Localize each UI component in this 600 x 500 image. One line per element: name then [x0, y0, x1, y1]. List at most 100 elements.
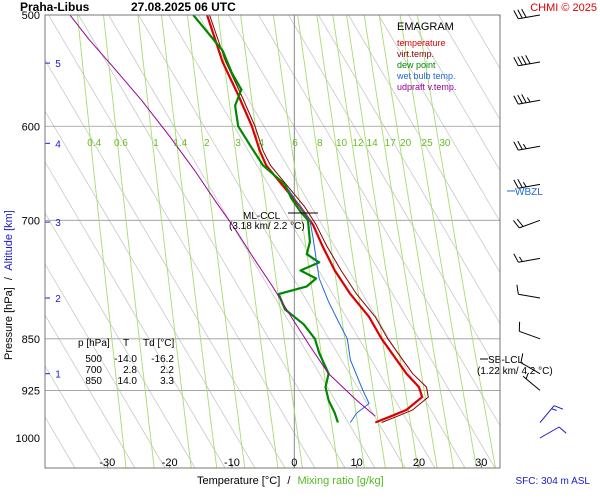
dry-adiabat — [288, 15, 500, 376]
wind-barb-feather — [558, 426, 567, 434]
wind-barb-feather — [520, 353, 524, 363]
dry-adiabat — [45, 314, 136, 468]
table-cell: 14.0 — [118, 376, 138, 387]
y-axis-title: Pressure [hPa] / Altitude [km] — [3, 210, 15, 360]
legend-item-wet-bulb: wet bulb temp. — [396, 71, 456, 81]
wind-barb — [513, 94, 541, 105]
wind-barb-staff — [519, 330, 541, 340]
legend-item-temperature: temperature — [397, 38, 446, 48]
series-wet-bulb-temp-line — [287, 188, 370, 423]
dry-adiabat — [228, 15, 496, 468]
legend-item-dew-point: dew point — [397, 60, 436, 70]
wind-barb-feather — [513, 179, 519, 189]
wind-barb — [539, 405, 564, 423]
plot-border — [44, 14, 501, 469]
wind-barb-staff — [519, 219, 541, 229]
dry-adiabat — [48, 15, 316, 468]
svg-text:Pressure [hPa] / A: Pressure [hPa] / Altitude [km] — [3, 210, 15, 360]
series-temperatureline — [206, 15, 424, 424]
x-tick-label: -20 — [162, 457, 178, 469]
mixing-ratio-label: 25 — [422, 138, 434, 149]
altitude-tick-label: 2 — [55, 294, 61, 305]
dry-adiabat — [585, 0, 600, 468]
dry-adiabat — [45, 110, 256, 468]
x-tick-label: -30 — [99, 457, 115, 469]
wind-barb-half-feather — [526, 97, 531, 103]
sb-lcl-annotation: SB-LCL (1.22 km/ 4.2 °C) — [477, 355, 553, 377]
mixing-ratio-label: 3 — [235, 138, 241, 149]
wind-barb-half-feather — [522, 143, 527, 149]
wbzl-annotation: WBZL — [507, 187, 543, 198]
dry-adiabat — [378, 15, 500, 223]
ml-ccl-value: (3.18 km/ 2.2 °C) — [229, 221, 305, 232]
wind-barb-feather — [513, 57, 519, 67]
sb-lcl-value: (1.22 km/ 4.2 °C) — [477, 366, 553, 377]
altitude-tick-label: 3 — [55, 218, 61, 229]
dry-adiabat — [45, 161, 226, 468]
table-cell: 2.2 — [160, 365, 174, 376]
dry-adiabat — [78, 15, 346, 468]
table-header-td: Td [°C] — [143, 338, 174, 349]
wind-barb — [539, 426, 567, 439]
pressure-tick-label: 850 — [22, 334, 40, 346]
wind-barb — [522, 373, 541, 391]
mixing-ratio-line — [363, 15, 438, 468]
dry-adiabat — [318, 15, 500, 325]
wind-barb — [513, 140, 541, 151]
pressure-tick-label: 925 — [22, 385, 40, 397]
wind-barbs-layer — [513, 8, 567, 439]
mixing-ratio-line — [240, 15, 303, 468]
y-axis-title-pressure: Pressure [hPa] — [3, 287, 15, 360]
wind-barb — [516, 284, 541, 299]
wind-barb-feather — [553, 405, 564, 410]
altitude-tick-label: 1 — [55, 370, 61, 381]
dry-adiabat — [168, 15, 436, 468]
y-axis-title-altitude: Altitude [km] — [3, 210, 15, 271]
mixing-ratio-line — [77, 15, 127, 468]
dry-adiabat — [45, 212, 196, 468]
wind-barb — [513, 55, 541, 67]
wind-barb — [513, 178, 541, 189]
wind-barb-feather — [525, 55, 531, 64]
altitude-tick-label: 4 — [55, 139, 61, 150]
copyright-text: CHMI © 2025 — [530, 2, 597, 14]
mixing-ratio-line — [103, 15, 155, 468]
mixing-ratio-line — [316, 15, 386, 468]
ml-ccl-label: ML-CCL — [243, 211, 281, 222]
wind-barb-staff — [520, 362, 541, 375]
table-cell: 2.8 — [123, 365, 137, 376]
wind-barb-staff — [518, 293, 541, 299]
table-cell: -14.0 — [114, 354, 137, 365]
mixing-ratio-label: 0.6 — [114, 138, 128, 149]
dry-adiabat — [495, 0, 600, 468]
dry-adiabat — [108, 15, 376, 468]
wind-barb-staff — [539, 405, 555, 423]
wind-barb — [513, 218, 541, 229]
datetime-title: 27.08.2025 06 UTC — [131, 0, 236, 14]
table-header-p: p [hPa] — [78, 338, 110, 349]
table-cell: 500 — [85, 354, 102, 365]
pressure-tick-label: 700 — [22, 215, 40, 227]
dry-adiabat — [408, 15, 500, 172]
table-header-t: T — [123, 338, 129, 349]
mixing-ratio-label: 12 — [352, 138, 364, 149]
x-axis-title-separator: / — [287, 475, 291, 487]
dry-adiabat — [45, 263, 166, 468]
mixing-ratio-line — [399, 15, 477, 468]
wind-barb-feather — [516, 284, 519, 295]
mixing-ratio-line — [378, 15, 454, 468]
wind-barb-feather — [513, 253, 519, 263]
wind-barb-feather — [517, 140, 523, 150]
wind-barb — [513, 8, 541, 20]
series-dew-pointline — [192, 15, 339, 423]
altitude-tick-label: 5 — [55, 59, 61, 70]
dry-adiabat — [45, 59, 286, 468]
sounding-table: p [hPa] T Td [°C] 500 -14.0 -16.2 700 2.… — [78, 338, 174, 387]
mixing-ratio-line — [217, 15, 279, 468]
mixing-ratio-label: 6 — [292, 138, 298, 149]
wind-barb-staff — [522, 375, 541, 391]
wind-barb — [518, 321, 541, 340]
mixing-ratio-label: 1.4 — [173, 138, 187, 149]
